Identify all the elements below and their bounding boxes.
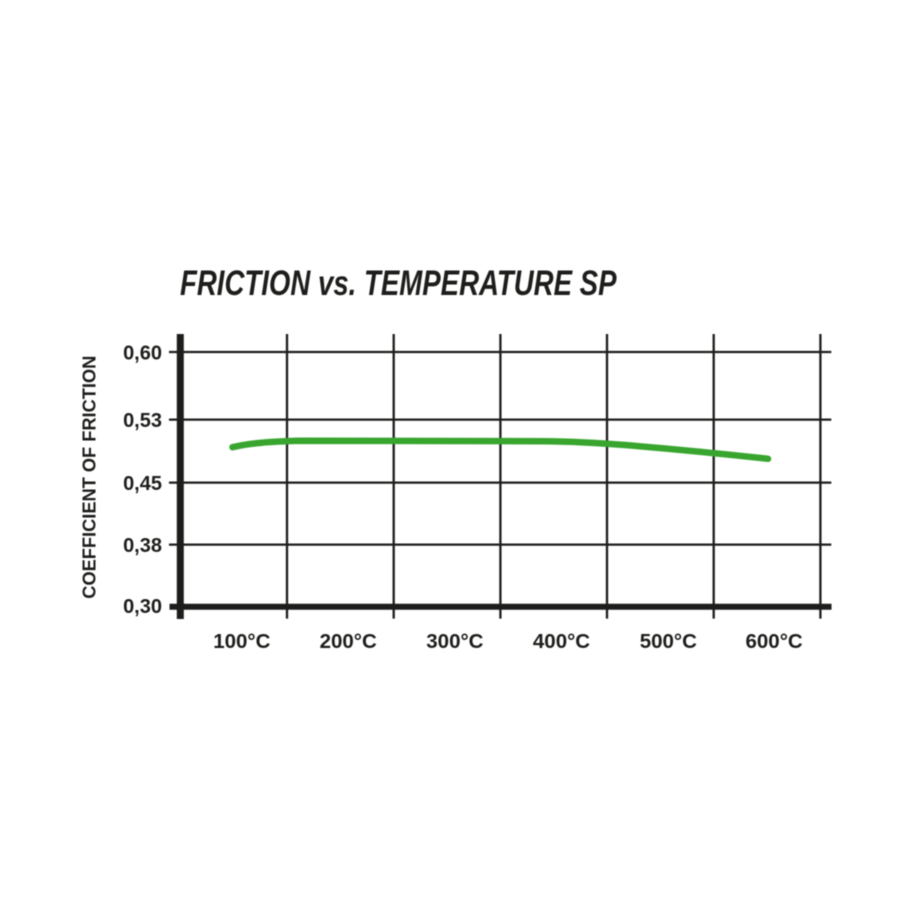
svg-text:200°C: 200°C bbox=[320, 630, 377, 653]
svg-text:500°C: 500°C bbox=[640, 630, 697, 653]
svg-text:400°C: 400°C bbox=[533, 630, 590, 653]
svg-text:300°C: 300°C bbox=[426, 630, 483, 653]
svg-text:COEFFICIENT OF FRICTION: COEFFICIENT OF FRICTION bbox=[79, 356, 100, 599]
svg-text:100°C: 100°C bbox=[213, 630, 270, 653]
svg-text:600°C: 600°C bbox=[745, 630, 802, 653]
svg-text:0,53: 0,53 bbox=[123, 410, 162, 432]
svg-text:0,30: 0,30 bbox=[123, 596, 162, 618]
svg-text:0,60: 0,60 bbox=[123, 342, 162, 364]
svg-text:0,38: 0,38 bbox=[123, 535, 162, 557]
svg-text:FRICTION vs. TEMPERATURE SP: FRICTION vs. TEMPERATURE SP bbox=[180, 263, 617, 303]
svg-text:0,45: 0,45 bbox=[123, 473, 162, 495]
